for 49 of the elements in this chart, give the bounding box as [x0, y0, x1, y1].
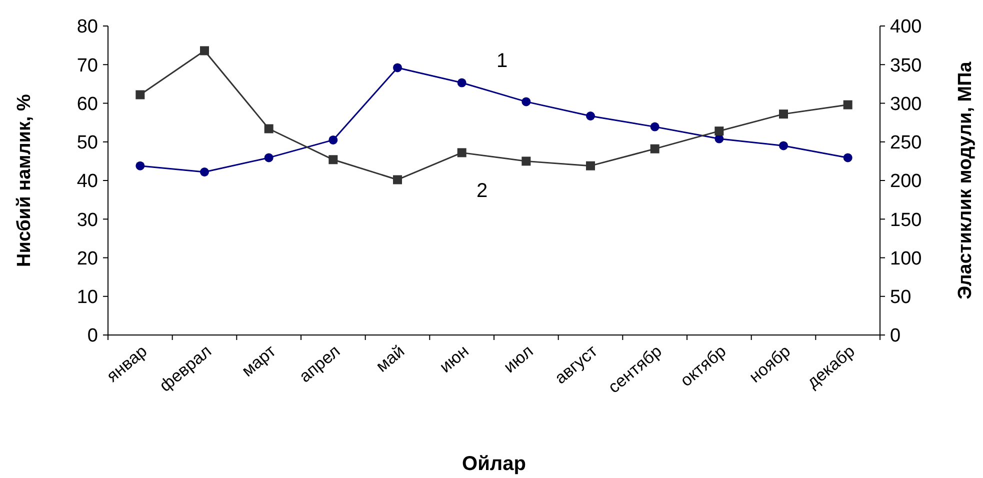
x-tick-label: май — [372, 342, 408, 376]
y-tick-label: 0 — [87, 326, 98, 347]
y2-tick-label: 400 — [890, 16, 922, 38]
y2-tick-label: 150 — [890, 210, 922, 231]
y-tick-label: 40 — [76, 171, 98, 192]
point — [393, 63, 402, 72]
point — [200, 46, 209, 56]
y-tick-label: 30 — [76, 210, 98, 231]
point — [136, 90, 145, 100]
point — [522, 97, 531, 106]
y-tick-label: 60 — [76, 94, 98, 115]
point — [522, 156, 531, 166]
point — [779, 141, 788, 150]
point — [843, 153, 852, 162]
point — [779, 110, 788, 119]
y2-tick-label: 50 — [890, 287, 912, 308]
series-label: 1 — [496, 50, 508, 72]
y2-tick-label: 350 — [890, 55, 922, 76]
x-tick-label: июл — [500, 342, 537, 377]
y-tick-label: 70 — [76, 55, 98, 76]
point — [393, 175, 402, 184]
y2-tick-label: 100 — [890, 248, 922, 270]
y2-tick-label: 300 — [890, 94, 922, 115]
y-tick-label: 10 — [76, 287, 98, 308]
point — [457, 78, 466, 88]
y2-tick-label: 0 — [890, 326, 901, 347]
point — [264, 153, 274, 162]
point — [714, 126, 724, 136]
y-tick-label: 50 — [76, 132, 98, 154]
y-tick-label: 80 — [76, 16, 98, 38]
y2-tick-label: 200 — [890, 171, 922, 192]
x-axis-title: Ойлар — [462, 453, 526, 475]
point — [586, 161, 595, 170]
point — [328, 155, 338, 164]
point — [650, 122, 660, 132]
x-tick-label: июн — [436, 342, 472, 376]
y2-axis-title: Эластиклик модули, МПа — [955, 61, 976, 300]
y-axis-title: Нисбий намлик, % — [14, 94, 35, 267]
y-tick-label: 20 — [76, 248, 98, 270]
point — [586, 111, 595, 120]
series-label: 2 — [476, 180, 488, 202]
point — [650, 144, 660, 154]
point — [136, 161, 145, 170]
point — [200, 168, 209, 177]
point — [264, 124, 274, 134]
point — [457, 148, 466, 158]
point — [328, 135, 338, 144]
point — [843, 100, 852, 110]
y2-tick-label: 250 — [890, 132, 922, 154]
